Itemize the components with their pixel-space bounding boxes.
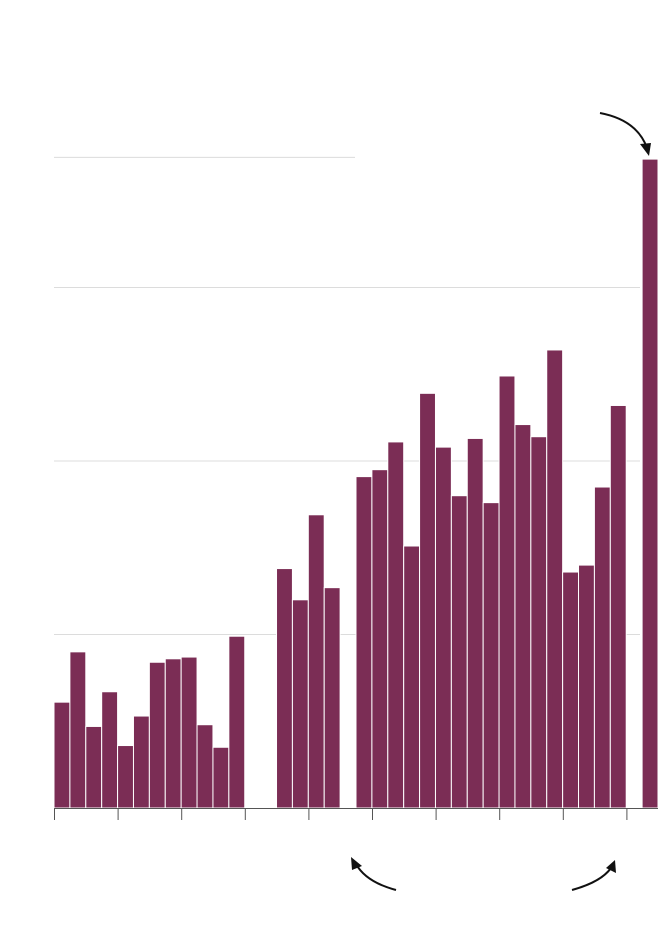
bar-26 <box>466 437 484 809</box>
bar-16 <box>307 514 325 809</box>
x-axis <box>54 808 658 820</box>
bar-23 <box>419 392 436 809</box>
arrow-annotation-bottom-left <box>351 857 397 891</box>
bar-0 <box>53 701 71 809</box>
bar-21 <box>387 441 405 809</box>
bar-24 <box>434 446 452 809</box>
bar-9 <box>196 724 214 809</box>
bar-28 <box>498 375 516 809</box>
bar-3 <box>101 691 119 809</box>
bar-37 <box>641 158 659 809</box>
bar-19 <box>355 476 373 809</box>
bar-32 <box>562 571 580 809</box>
bar-1 <box>69 651 87 809</box>
arrow-annotation-bottom-right <box>571 860 616 891</box>
bar-2 <box>85 725 103 809</box>
bar-31 <box>546 349 564 809</box>
bar-22 <box>403 545 421 809</box>
bar-4 <box>117 745 134 809</box>
bar-7 <box>164 658 182 809</box>
bar-35 <box>609 404 627 809</box>
bar-20 <box>371 469 389 809</box>
arrow-annotation-top-right <box>599 112 651 156</box>
bar-14 <box>276 568 293 809</box>
bars <box>53 158 659 809</box>
bar-11 <box>228 635 246 809</box>
bar-34 <box>593 486 611 809</box>
bar-27 <box>482 502 500 809</box>
bar-15 <box>291 599 309 809</box>
bar-33 <box>578 564 595 809</box>
annotations <box>351 112 651 891</box>
bar-6 <box>148 661 166 809</box>
bar-25 <box>450 495 468 809</box>
bar-10 <box>212 746 230 809</box>
bar-17 <box>323 587 341 809</box>
bar-29 <box>514 424 532 809</box>
bar-30 <box>530 436 548 809</box>
bar-5 <box>132 715 150 809</box>
bar-8 <box>180 656 198 809</box>
